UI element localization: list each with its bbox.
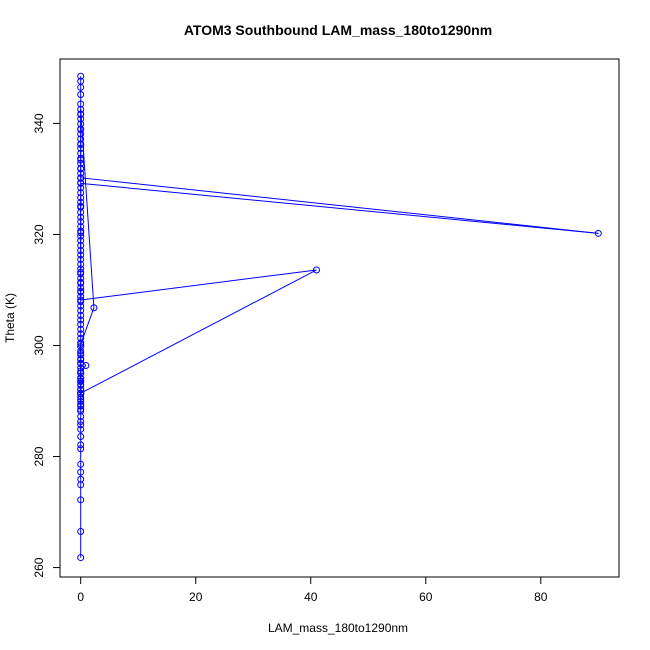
data-point bbox=[77, 213, 85, 221]
series-segment bbox=[80, 269, 317, 394]
data-point bbox=[77, 242, 85, 250]
data-point bbox=[77, 425, 85, 433]
data-point bbox=[77, 194, 85, 202]
data-point bbox=[77, 527, 85, 535]
data-point bbox=[77, 475, 85, 483]
data-point bbox=[77, 130, 85, 138]
data-point bbox=[77, 144, 85, 152]
data-point bbox=[312, 266, 320, 274]
data-point bbox=[77, 340, 85, 348]
data-point bbox=[77, 380, 85, 388]
data-point bbox=[77, 165, 85, 173]
series-points bbox=[77, 72, 602, 562]
series-segment bbox=[80, 307, 95, 345]
chart-title: ATOM3 Southbound LAM_mass_180to1290nm bbox=[184, 22, 492, 38]
plot-frame bbox=[59, 58, 620, 578]
data-point bbox=[77, 393, 85, 401]
data-point bbox=[77, 72, 85, 80]
x-axis: 0 20 40 60 80 bbox=[77, 576, 548, 604]
data-point bbox=[77, 360, 85, 368]
y-tick-label: 340 bbox=[32, 113, 46, 133]
data-point bbox=[77, 468, 85, 476]
series-segment bbox=[80, 269, 317, 301]
data-point bbox=[77, 169, 85, 177]
data-point bbox=[77, 268, 85, 276]
data-point bbox=[77, 343, 85, 351]
data-point bbox=[77, 496, 85, 504]
data-point bbox=[77, 198, 85, 206]
data-point bbox=[77, 287, 85, 295]
data-point bbox=[77, 405, 85, 413]
data-point bbox=[77, 126, 85, 134]
data-point bbox=[77, 229, 85, 237]
data-point bbox=[77, 369, 85, 377]
x-tick-label: 60 bbox=[419, 590, 433, 604]
data-point bbox=[77, 367, 85, 375]
data-point bbox=[77, 378, 85, 386]
data-point bbox=[77, 330, 85, 338]
data-point bbox=[77, 349, 85, 357]
data-point bbox=[77, 255, 85, 263]
y-axis-label: Theta (K) bbox=[3, 293, 17, 343]
data-point bbox=[77, 247, 85, 255]
data-point bbox=[77, 237, 85, 245]
data-point bbox=[77, 421, 85, 429]
data-point bbox=[77, 296, 85, 304]
series-segment bbox=[80, 177, 599, 234]
series-lines bbox=[80, 76, 599, 558]
data-point bbox=[77, 433, 85, 441]
y-axis: 260 280 300 320 340 bbox=[32, 113, 61, 578]
y-tick-label: 300 bbox=[32, 335, 46, 355]
data-point bbox=[77, 325, 85, 333]
series-segment bbox=[80, 182, 599, 234]
data-point bbox=[77, 156, 85, 164]
data-point bbox=[77, 445, 85, 453]
x-tick-label: 20 bbox=[189, 590, 203, 604]
data-point bbox=[77, 115, 85, 123]
data-point bbox=[77, 141, 85, 149]
y-tick-label: 320 bbox=[32, 224, 46, 244]
data-point bbox=[594, 229, 602, 237]
data-point bbox=[77, 174, 85, 182]
data-point bbox=[77, 320, 85, 328]
data-point bbox=[77, 218, 85, 226]
data-point bbox=[77, 400, 85, 408]
x-tick-label: 80 bbox=[534, 590, 548, 604]
data-point bbox=[77, 347, 85, 355]
data-point bbox=[77, 91, 85, 99]
data-point bbox=[77, 389, 85, 397]
data-point bbox=[77, 316, 85, 324]
data-point bbox=[77, 356, 85, 364]
data-point bbox=[77, 251, 85, 259]
data-point bbox=[77, 460, 85, 468]
data-point bbox=[77, 260, 85, 268]
data-point bbox=[77, 312, 85, 320]
data-point bbox=[77, 184, 85, 192]
data-point bbox=[77, 77, 85, 85]
y-tick-label: 280 bbox=[32, 446, 46, 466]
x-tick-label: 0 bbox=[77, 590, 84, 604]
data-point bbox=[90, 304, 98, 312]
data-point bbox=[77, 418, 85, 426]
data-point bbox=[77, 100, 85, 108]
x-axis-label: LAM_mass_180to1290nm bbox=[268, 621, 408, 635]
data-point bbox=[77, 265, 85, 273]
data-point bbox=[77, 189, 85, 197]
x-tick-label: 40 bbox=[304, 590, 318, 604]
data-point bbox=[77, 441, 85, 449]
data-point bbox=[77, 110, 85, 118]
data-point bbox=[77, 307, 85, 315]
data-point bbox=[77, 149, 85, 157]
data-point bbox=[77, 278, 85, 286]
data-point bbox=[77, 398, 85, 406]
data-point bbox=[77, 385, 85, 393]
data-point bbox=[77, 232, 85, 240]
data-point bbox=[77, 554, 85, 562]
y-tick-label: 260 bbox=[32, 557, 46, 577]
data-point bbox=[77, 202, 85, 210]
